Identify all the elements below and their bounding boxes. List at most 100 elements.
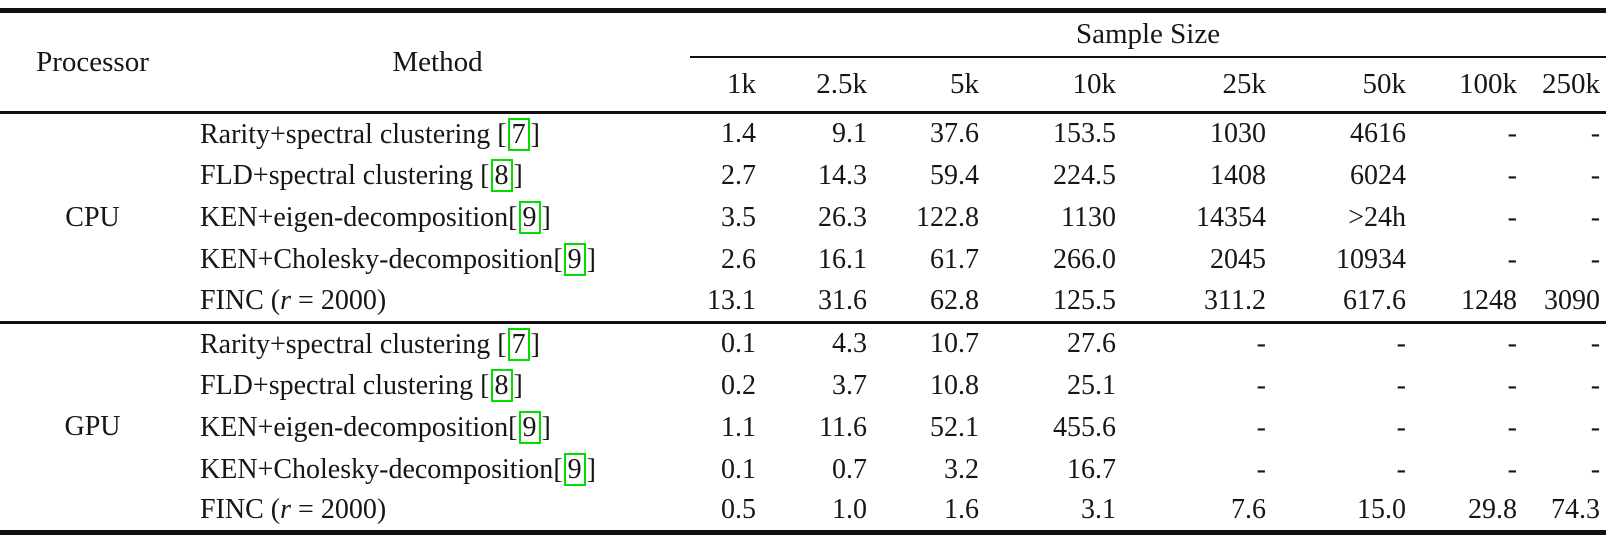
value-cell: 16.7 — [1067, 453, 1116, 485]
method-label-pre: FINC ( — [200, 494, 281, 526]
citation-link[interactable]: 9 — [563, 452, 586, 487]
citation-link[interactable]: 9 — [518, 410, 541, 445]
method-label: FLD+spectral clustering — [200, 369, 481, 401]
cpu-section: CPU Rarity+spectral clustering [7] 1.4 9.1 3… — [0, 112, 1606, 324]
runtime-table: Processor Method Sample Size 1k 2.5k 5k … — [0, 8, 1606, 535]
value-cell: 3.5 — [721, 201, 756, 233]
method-cell: FLD+spectral clustering [8] — [185, 155, 690, 197]
value-cell: - — [1396, 411, 1406, 443]
processor-cell: GPU — [0, 322, 185, 534]
value-cell: - — [1590, 201, 1601, 233]
method-cell: FLD+spectral clustering [8] — [185, 365, 690, 407]
table-row: KEN+eigen-decomposition[9] 1.1 11.6 52.1 455… — [0, 407, 1606, 449]
value-cell: 0.5 — [690, 490, 762, 534]
col-header-processor: Processor — [0, 10, 185, 114]
size-tick-100k: 100k — [1412, 56, 1523, 114]
method-label: KEN+eigen-decomposition — [200, 411, 509, 443]
method-label-pre: FINC ( — [200, 284, 281, 316]
method-label: Rarity+spectral clustering — [200, 118, 498, 150]
method-label-italic: r — [280, 284, 292, 316]
table-row: FLD+spectral clustering [8] 0.2 3.7 10.8 25.… — [0, 365, 1606, 407]
citation: [7] — [497, 117, 540, 151]
citation-bracket-open: [ — [553, 243, 563, 275]
size-tick-10k: 10k — [985, 56, 1122, 114]
value-cell: 224.5 — [1053, 159, 1116, 191]
value-cell: 10.7 — [930, 328, 979, 360]
value-cell: 1.1 — [721, 411, 756, 443]
method-cell: KEN+Cholesky-decomposition[9] — [185, 239, 690, 281]
table-row: CPU Rarity+spectral clustering [7] 1.4 9.1 3… — [0, 112, 1606, 324]
value-cell: 0.1 — [721, 328, 756, 360]
citation-bracket-close: ] — [530, 328, 540, 360]
value-cell: 617.6 — [1272, 280, 1412, 324]
value-cell: - — [1590, 118, 1601, 150]
value-cell: - — [1507, 118, 1517, 150]
citation-link[interactable]: 7 — [507, 117, 530, 151]
citation-link[interactable]: 7 — [507, 327, 530, 361]
citation: [9] — [508, 410, 551, 445]
header-row-sizes: 1k 2.5k 5k 10k 25k 50k 100k 250k — [0, 56, 1606, 114]
method-label: KEN+Cholesky-decomposition — [200, 453, 554, 485]
value-cell: 0.7 — [832, 453, 867, 485]
citation: [8] — [480, 368, 523, 403]
value-cell: 9.1 — [832, 118, 867, 150]
value-cell: 3.7 — [832, 369, 867, 401]
value-cell: 1030 — [1210, 118, 1266, 150]
value-cell: 14.3 — [818, 159, 867, 191]
value-cell: - — [1507, 453, 1517, 485]
size-tick-25k: 25k — [1122, 56, 1272, 114]
value-cell: - — [1590, 369, 1601, 401]
table-row: GPU Rarity+spectral clustering [7] 0.1 4.3 1… — [0, 322, 1606, 534]
value-cell: - — [1256, 411, 1266, 443]
value-cell: - — [1507, 328, 1517, 360]
value-cell: 13.1 — [690, 280, 762, 324]
value-cell: >24h — [1348, 201, 1406, 233]
table-row: KEN+Cholesky-decomposition[9] 2.6 16.1 61.7… — [0, 239, 1606, 281]
value-cell: - — [1256, 328, 1266, 360]
value-cell: 2045 — [1210, 243, 1266, 275]
value-cell: 1.6 — [873, 490, 985, 534]
method-label: Rarity+spectral clustering — [200, 328, 498, 360]
citation-link[interactable]: 8 — [490, 158, 513, 193]
citation: [7] — [497, 327, 540, 361]
value-cell: 62.8 — [873, 280, 985, 324]
value-cell: 4616 — [1350, 118, 1406, 150]
value-cell: 1408 — [1210, 159, 1266, 191]
method-cell: KEN+eigen-decomposition[9] — [185, 197, 690, 239]
method-cell: FINC (r = 2000) — [185, 280, 690, 324]
value-cell: 31.6 — [762, 280, 873, 324]
value-cell: 3.2 — [944, 453, 979, 485]
citation-link[interactable]: 8 — [490, 368, 513, 403]
gpu-section: GPU Rarity+spectral clustering [7] 0.1 4.3 1… — [0, 322, 1606, 534]
value-cell: - — [1256, 453, 1266, 485]
value-cell: 16.1 — [818, 243, 867, 275]
citation: [8] — [480, 158, 523, 193]
method-label-post: = 2000) — [291, 494, 387, 526]
method-cell: FINC (r = 2000) — [185, 490, 690, 534]
citation-link[interactable]: 9 — [518, 200, 541, 235]
method-label-post: = 2000) — [291, 284, 387, 316]
citation-link[interactable]: 9 — [563, 242, 586, 277]
value-cell: 311.2 — [1122, 280, 1272, 324]
value-cell: 3090 — [1523, 280, 1606, 324]
value-cell: - — [1590, 243, 1601, 275]
size-tick-250k: 250k — [1523, 56, 1606, 114]
value-cell: 455.6 — [1053, 411, 1116, 443]
value-cell: - — [1507, 243, 1517, 275]
table-row: FINC (r = 2000) 0.5 1.0 1.6 3.1 7.6 15.0 29.8 74… — [0, 490, 1606, 534]
table-row: FINC (r = 2000) 13.1 31.6 62.8 125.5 311.2 617… — [0, 280, 1606, 324]
citation-bracket-open: [ — [553, 453, 563, 485]
header-row-top: Processor Method Sample Size — [0, 10, 1606, 114]
table-row: KEN+Cholesky-decomposition[9] 0.1 0.7 3.2 16… — [0, 449, 1606, 491]
method-label: KEN+Cholesky-decomposition — [200, 243, 554, 275]
citation-bracket-close: ] — [541, 201, 551, 233]
value-cell: 2.6 — [721, 243, 756, 275]
citation-bracket-close: ] — [530, 118, 540, 150]
value-cell: 15.0 — [1272, 490, 1412, 534]
value-cell: - — [1507, 159, 1517, 191]
value-cell: - — [1507, 411, 1517, 443]
value-cell: - — [1507, 201, 1517, 233]
value-cell: - — [1590, 159, 1601, 191]
citation-bracket-open: [ — [480, 369, 490, 401]
